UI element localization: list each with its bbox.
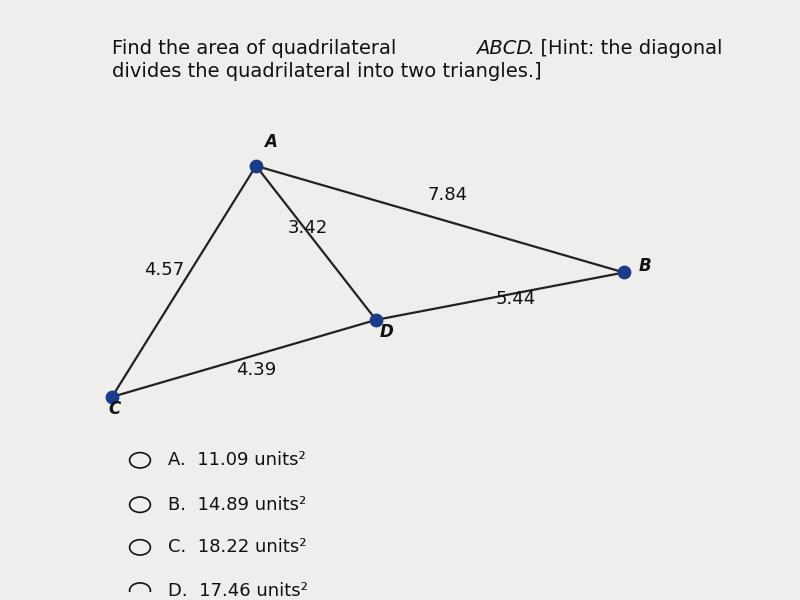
Text: Find the area of quadrilateral: Find the area of quadrilateral xyxy=(112,38,402,58)
Text: 3.42: 3.42 xyxy=(288,219,328,237)
Text: C: C xyxy=(108,400,120,418)
Text: 5.44: 5.44 xyxy=(496,290,536,308)
Text: 4.57: 4.57 xyxy=(144,260,184,278)
Text: 7.84: 7.84 xyxy=(428,187,468,205)
Text: B.  14.89 units²: B. 14.89 units² xyxy=(168,496,306,514)
Point xyxy=(370,315,382,325)
Text: D: D xyxy=(380,323,394,341)
Text: ABCD: ABCD xyxy=(476,38,531,58)
Point xyxy=(618,268,630,277)
Text: divides the quadrilateral into two triangles.]: divides the quadrilateral into two trian… xyxy=(112,62,542,81)
Text: A: A xyxy=(264,133,277,151)
Point xyxy=(106,392,118,401)
Text: 4.39: 4.39 xyxy=(236,361,276,379)
Point xyxy=(250,161,262,170)
Text: B: B xyxy=(638,257,651,275)
Text: . [Hint: the diagonal: . [Hint: the diagonal xyxy=(528,38,722,58)
Text: A.  11.09 units²: A. 11.09 units² xyxy=(168,451,306,469)
Text: C.  18.22 units²: C. 18.22 units² xyxy=(168,538,306,556)
Text: D.  17.46 units²: D. 17.46 units² xyxy=(168,581,308,599)
